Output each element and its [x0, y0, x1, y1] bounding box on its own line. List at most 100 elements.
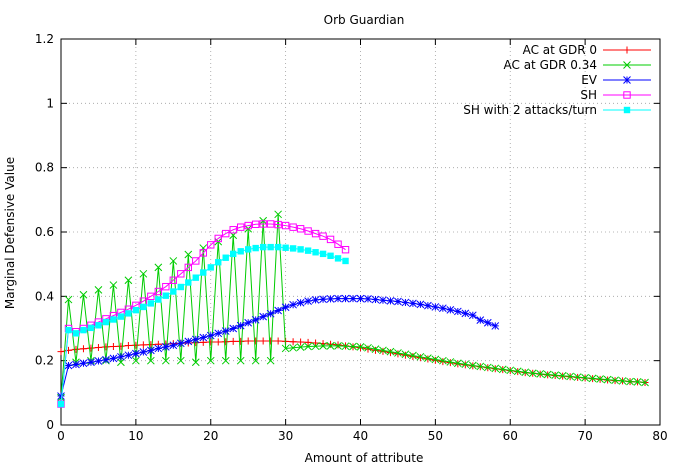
open-square-marker	[251, 220, 260, 228]
cross-marker	[596, 375, 604, 383]
plus-marker	[371, 346, 379, 354]
star-marker	[79, 359, 88, 368]
cross-marker	[281, 344, 290, 353]
gridlines	[61, 39, 660, 425]
star-marker	[94, 357, 103, 365]
filled-square-marker	[244, 246, 252, 253]
cross-marker	[623, 61, 631, 69]
plus-marker	[102, 343, 110, 351]
filled-square-marker	[102, 318, 110, 326]
star-marker	[266, 309, 275, 318]
cross-marker	[109, 281, 118, 289]
open-square-marker	[192, 257, 200, 265]
cross-marker	[573, 373, 582, 381]
cross-marker	[274, 210, 282, 219]
star-marker	[461, 309, 470, 318]
plus-marker	[237, 337, 245, 345]
cross-marker	[416, 352, 425, 361]
cross-marker	[633, 378, 642, 386]
open-square-marker	[341, 245, 350, 254]
open-square-marker	[184, 263, 192, 272]
legend-label: EV	[581, 73, 598, 87]
legend-label: AC at GDR 0	[523, 43, 597, 57]
star-marker	[424, 301, 432, 310]
filled-square-marker	[65, 326, 72, 334]
cross-marker	[334, 342, 342, 350]
filled-square-marker	[289, 245, 297, 252]
open-square-marker	[274, 220, 282, 229]
cross-marker	[326, 342, 335, 350]
plus-marker	[416, 354, 424, 362]
cross-marker	[251, 356, 260, 365]
plus-marker	[109, 343, 117, 351]
cross-marker	[424, 354, 432, 362]
x-tick-label: 20	[203, 429, 218, 443]
cross-marker	[296, 343, 305, 352]
open-square-marker	[334, 240, 342, 248]
open-square-marker	[259, 220, 267, 228]
series	[57, 210, 649, 402]
x-tick-label: 80	[652, 429, 667, 443]
star-marker	[296, 298, 305, 307]
filled-square-marker	[297, 246, 304, 253]
plus-marker	[424, 355, 432, 363]
cross-marker	[161, 356, 170, 365]
filled-square-marker	[237, 248, 244, 255]
open-square-marker	[162, 282, 170, 291]
cross-marker	[581, 373, 589, 382]
star-marker	[386, 296, 395, 305]
star-marker	[109, 354, 118, 363]
y-tick-label: 0	[46, 418, 54, 432]
cross-marker	[146, 356, 155, 365]
filled-square-marker	[87, 324, 95, 332]
filled-square-marker	[192, 274, 199, 281]
plus-marker	[244, 337, 252, 345]
series	[57, 243, 349, 408]
cross-marker	[266, 356, 275, 365]
filled-square-marker	[132, 306, 140, 314]
filled-square-marker	[177, 283, 184, 291]
star-marker	[319, 295, 327, 304]
x-tick-label: 40	[353, 429, 368, 443]
star-marker	[184, 337, 193, 346]
cross-marker	[611, 376, 619, 385]
star-marker	[371, 295, 380, 304]
plus-marker	[409, 352, 417, 360]
legend-item: AC at GDR 0.34	[504, 58, 651, 72]
cross-marker	[132, 356, 140, 365]
cross-marker	[386, 347, 395, 356]
filled-square-marker	[117, 313, 125, 320]
cross-marker	[176, 356, 185, 365]
cross-marker	[236, 356, 245, 365]
series	[57, 220, 350, 408]
cross-marker	[476, 362, 485, 371]
y-tick-label: 1.2	[35, 32, 54, 46]
series-layer	[57, 210, 649, 408]
star-marker	[117, 352, 125, 361]
star-marker	[57, 392, 65, 400]
plus-marker	[252, 337, 260, 345]
star-marker	[206, 331, 215, 340]
chart-title: Orb Guardian	[324, 13, 405, 27]
cross-marker	[431, 355, 440, 364]
open-square-marker	[296, 225, 305, 233]
cross-marker	[206, 356, 215, 365]
cross-marker	[543, 370, 552, 379]
cross-marker	[319, 342, 327, 350]
filled-square-marker	[282, 244, 289, 251]
filled-square-marker	[259, 243, 267, 251]
filled-square-marker	[207, 264, 214, 271]
filled-square-marker	[312, 249, 319, 256]
star-marker	[154, 344, 163, 353]
x-axis-label: Amount of attribute	[305, 451, 424, 465]
star-marker	[161, 342, 170, 351]
star-marker	[169, 341, 178, 350]
plus-marker	[386, 349, 394, 357]
filled-square-marker	[334, 255, 342, 262]
x-tick-label: 0	[57, 429, 65, 443]
filled-square-marker	[274, 243, 282, 251]
cross-marker	[513, 367, 522, 376]
star-marker	[72, 360, 80, 369]
x-tick-label: 10	[128, 429, 143, 443]
star-marker	[274, 306, 282, 315]
